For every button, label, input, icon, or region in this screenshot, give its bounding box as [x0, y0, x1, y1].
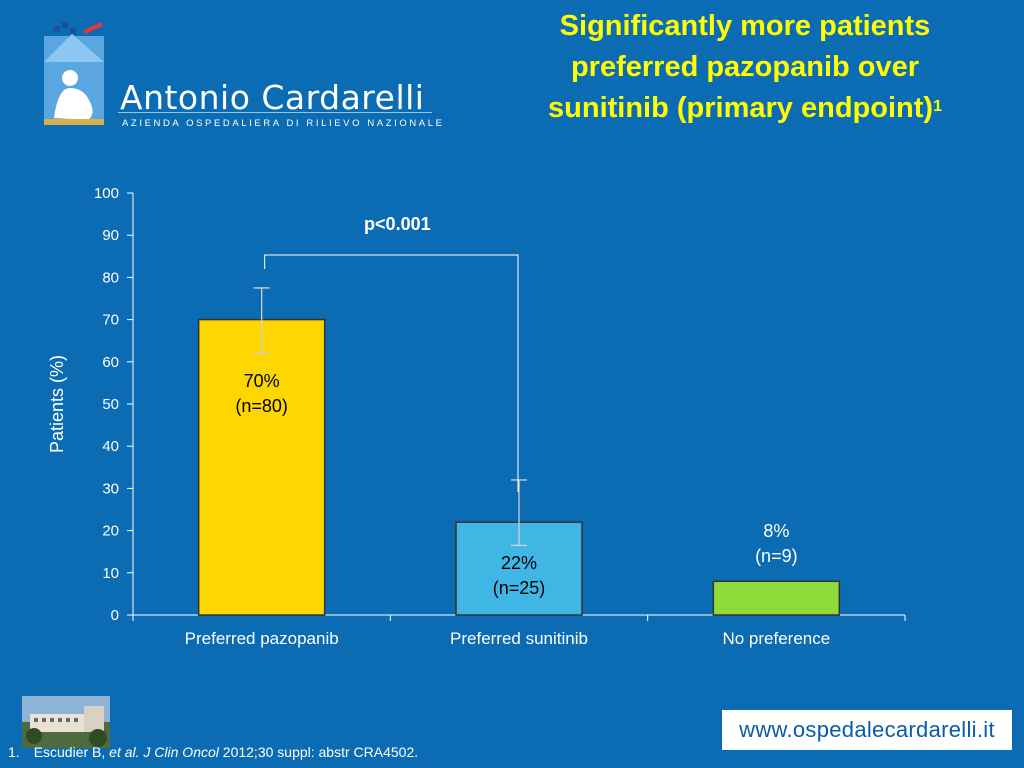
- footnote-details: 2012;30 suppl: abstr CRA4502.: [218, 744, 419, 760]
- y-axis-label: Patients (%): [47, 355, 67, 453]
- title-line-1: Significantly more patients: [559, 10, 931, 42]
- data-label: (n=25): [493, 578, 546, 598]
- data-label: 70%: [244, 371, 280, 391]
- y-tick-label: 80: [102, 269, 119, 286]
- title-line-3: sunitinib (primary endpoint): [548, 92, 934, 124]
- y-tick-label: 70: [102, 312, 119, 329]
- y-tick-label: 40: [102, 438, 119, 455]
- bar-1: [197, 318, 326, 616]
- x-tick-label: Preferred sunitinib: [450, 629, 588, 648]
- y-tick-label: 0: [111, 607, 119, 624]
- hospital-photo: [22, 696, 110, 748]
- data-label: (n=9): [755, 546, 798, 566]
- hospital-logo: Antonio Cardarelli AZIENDA OSPEDALIERA D…: [40, 22, 442, 129]
- logo-name: Antonio Cardarelli: [120, 78, 425, 117]
- logo-subtitle: AZIENDA OSPEDALIERA DI RILIEVO NAZIONALE: [122, 118, 445, 129]
- significance-bracket: [264, 254, 519, 492]
- y-tick-label: 60: [102, 354, 119, 371]
- footnote-journal: et al. J Clin Oncol: [109, 744, 219, 760]
- p-value-annotation: p<0.001: [364, 214, 431, 234]
- website-banner: www.ospedalecardarelli.it: [722, 710, 1012, 750]
- website-url: www.ospedalecardarelli.it: [739, 717, 995, 742]
- y-tick-label: 90: [102, 227, 119, 244]
- y-tick-label: 20: [102, 523, 119, 540]
- bar-chart: 0 10 20 30 40 50 60 70 80 90 100 Patients (%) Prefer…: [47, 185, 906, 648]
- data-label: 22%: [501, 553, 537, 573]
- slide-title: Significantly more patients preferred pa…: [470, 6, 1020, 129]
- data-label: 8%: [763, 521, 789, 541]
- y-tick-label: 30: [102, 480, 119, 497]
- y-tick-label: 100: [94, 185, 119, 202]
- y-tick-label: 50: [102, 396, 119, 413]
- footnote-number: 1.: [8, 744, 20, 760]
- bar-3: [712, 580, 841, 616]
- footnote: 1. Escudier B, et al. J Clin Oncol 2012;3…: [8, 744, 418, 760]
- logo-emblem: [40, 22, 432, 128]
- footnote-author: Escudier B,: [33, 744, 110, 760]
- x-tick-label: Preferred pazopanib: [185, 629, 339, 648]
- title-line-2: preferred pazopanib over: [570, 51, 920, 83]
- y-tick-label: 10: [102, 565, 119, 582]
- x-tick-label: No preference: [722, 629, 830, 648]
- data-label: (n=80): [235, 396, 288, 416]
- title-superscript: 1: [933, 98, 942, 115]
